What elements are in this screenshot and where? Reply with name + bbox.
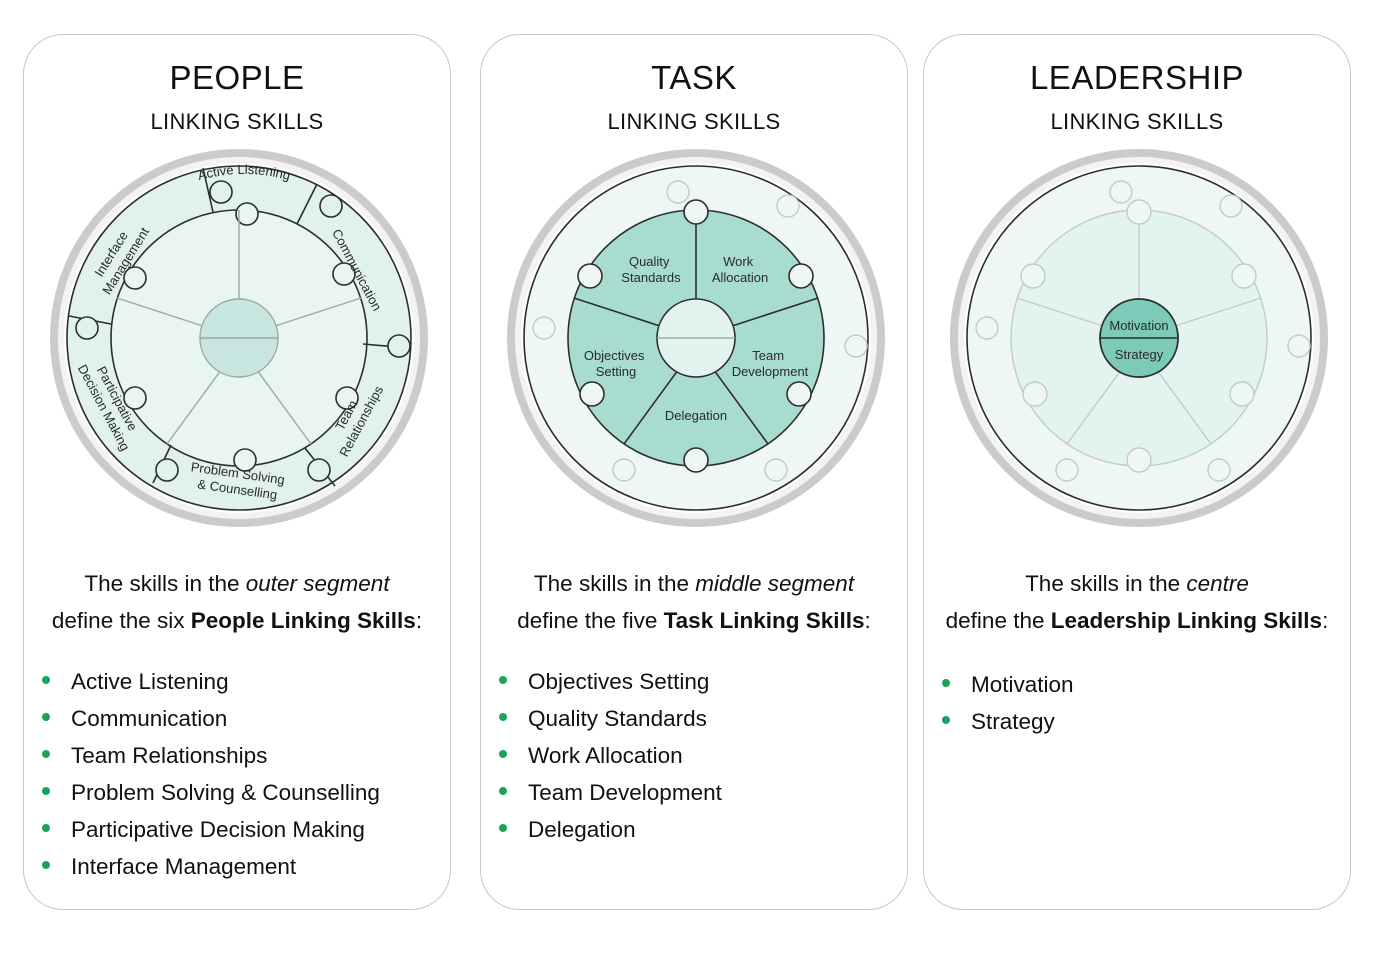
- bullet-icon: [942, 679, 950, 688]
- wheel-label-team-2: Development: [732, 364, 809, 379]
- leadership-wheel-diagram: Motivation Strategy: [950, 149, 1328, 527]
- task-card: TASK LINKING SKILLS: [480, 34, 908, 910]
- wheel-label-strategy: Strategy: [1115, 347, 1164, 362]
- bullet-icon: [42, 676, 50, 685]
- list-item: Interface Management: [42, 848, 380, 885]
- people-wheel-diagram: Active Listening Communication Team Rela…: [50, 149, 428, 527]
- wheel-label-work-2: Allocation: [712, 270, 768, 285]
- bullet-icon: [42, 861, 50, 870]
- list-item: Team Development: [499, 774, 722, 811]
- people-skill-list: Active Listening Communication Team Rela…: [42, 663, 380, 885]
- card-title: PEOPLE: [169, 59, 305, 96]
- list-item: Quality Standards: [499, 700, 722, 737]
- card-subtitle: LINKING SKILLS: [607, 109, 781, 134]
- card-title: TASK: [651, 59, 737, 96]
- bullet-icon: [942, 716, 950, 725]
- wheel-label-objectives-1: Objectives: [584, 348, 645, 363]
- list-item: Motivation: [942, 666, 1074, 703]
- svg-text:Quality Standards: Quality Standards: [621, 254, 681, 285]
- list-item: Problem Solving & Counselling: [42, 774, 380, 811]
- wheel-label-active-listening: Active Listening: [196, 162, 292, 183]
- list-item: Participative Decision Making: [42, 811, 380, 848]
- wheel-label-motivation: Motivation: [1109, 318, 1168, 333]
- wheel-label-team-1: Team: [752, 348, 784, 363]
- task-wheel-diagram: Quality Standards Work Allocation Team D…: [507, 149, 885, 527]
- list-item: Strategy: [942, 703, 1074, 740]
- wheel-label-quality-2: Standards: [621, 270, 681, 285]
- svg-text:Work Allocation: Work Allocation: [712, 254, 768, 285]
- svg-text:Team Development: Team Development: [732, 348, 809, 379]
- wheel-label-delegation: Delegation: [665, 408, 727, 423]
- svg-text:Objectives Setting: Objectives Setting: [584, 348, 648, 379]
- list-item: Team Relationships: [42, 737, 380, 774]
- task-description: The skills in the middle segment define …: [517, 571, 871, 633]
- bullet-icon: [499, 750, 507, 759]
- bullet-icon: [42, 824, 50, 833]
- people-card: PEOPLE LINKING SKILLS: [23, 34, 451, 910]
- bullet-icon: [499, 787, 507, 796]
- leadership-description: The skills in the centre define the Lead…: [945, 571, 1329, 633]
- wheel-label-quality-1: Quality: [629, 254, 670, 269]
- list-item: Objectives Setting: [499, 663, 722, 700]
- bullet-icon: [42, 787, 50, 796]
- bullet-icon: [499, 713, 507, 722]
- list-item: Delegation: [499, 811, 722, 848]
- wheel-label-objectives-2: Setting: [596, 364, 636, 379]
- bullet-icon: [42, 750, 50, 759]
- wheel-label-work-1: Work: [723, 254, 754, 269]
- leadership-skill-list: Motivation Strategy: [942, 666, 1074, 740]
- people-description: The skills in the outer segment define t…: [51, 571, 423, 633]
- list-item: Active Listening: [42, 663, 380, 700]
- card-subtitle: LINKING SKILLS: [150, 109, 324, 134]
- task-skill-list: Objectives Setting Quality Standards Wor…: [499, 663, 722, 848]
- card-subtitle: LINKING SKILLS: [1050, 109, 1224, 134]
- list-item: Work Allocation: [499, 737, 722, 774]
- bullet-icon: [42, 713, 50, 722]
- bullet-icon: [499, 676, 507, 685]
- leadership-card: LEADERSHIP LINKING SKILLS: [923, 34, 1351, 910]
- bullet-icon: [499, 824, 507, 833]
- card-title: LEADERSHIP: [1029, 59, 1245, 96]
- list-item: Communication: [42, 700, 380, 737]
